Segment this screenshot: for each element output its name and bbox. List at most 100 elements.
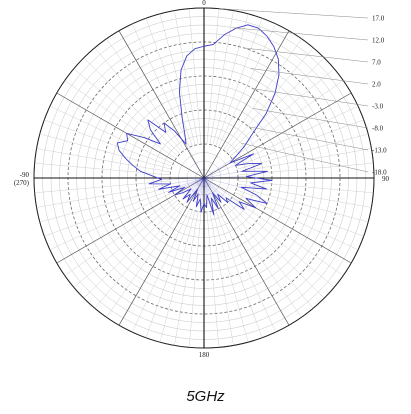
series-spike (190, 177, 205, 195)
series-layer (116, 24, 280, 216)
series-spike (203, 176, 247, 179)
series-spike (203, 162, 230, 179)
grid-spoke-minor (206, 211, 220, 348)
radial-tick-leader (250, 68, 369, 85)
radial-tick-label: 7.0 (372, 59, 381, 67)
grid-spoke-minor (237, 148, 372, 173)
grid-spoke-minor (218, 23, 277, 148)
grid-spoke-minor (223, 38, 302, 151)
grid-spoke-minor (49, 192, 174, 251)
grid-spoke-minor (231, 80, 344, 159)
grid-spoke-minor (174, 10, 199, 145)
series-spike (203, 177, 228, 203)
radial-tick-label: 17.0 (372, 15, 385, 23)
series-spike (203, 156, 236, 179)
grid-spoke-minor (64, 197, 177, 276)
grid-spoke-minor (36, 148, 171, 173)
series-spike (203, 177, 242, 188)
grid-spoke-minor (44, 119, 173, 167)
series-line (116, 24, 280, 216)
grid-spoke-major (56, 92, 205, 179)
grid-spoke-minor (188, 8, 202, 145)
grid-spoke-minor (229, 199, 335, 288)
grid-spoke-minor (234, 105, 359, 164)
series-spike (203, 177, 215, 215)
series-spike (200, 177, 205, 199)
grid-spoke-minor (159, 13, 196, 146)
grid-spoke-minor (73, 199, 179, 288)
series-spike (198, 177, 205, 195)
grid-spoke-minor (229, 68, 335, 157)
grid-spoke-minor (34, 180, 171, 194)
grid-spoke-minor (231, 197, 344, 276)
grid-spoke-minor (131, 23, 190, 148)
grid-spoke-minor (106, 38, 185, 151)
grid-spoke-minor (49, 105, 174, 164)
grid-spoke-minor (145, 209, 193, 338)
grid-spoke-minor (235, 189, 364, 237)
series-spike (203, 165, 236, 179)
grid-spoke-minor (131, 208, 190, 333)
grid-spoke-minor (73, 68, 179, 157)
radial-tick-label: -3.0 (372, 103, 384, 111)
grid-spoke-minor (223, 205, 302, 318)
series-spike (203, 171, 242, 179)
series-spike (185, 144, 205, 179)
grid-spoke-minor (206, 8, 220, 145)
grid-spoke-minor (236, 186, 369, 223)
grid-spoke-minor (94, 47, 183, 153)
series-spike (203, 177, 227, 199)
series-spike (203, 177, 212, 199)
grid-spoke-minor (209, 10, 234, 145)
grid-spoke-minor (234, 192, 359, 251)
radial-tick-leader (233, 27, 369, 41)
grid-spoke-minor (227, 57, 325, 155)
radial-tick-leader (253, 88, 369, 107)
angle-tick-label: 0 (202, 0, 206, 7)
angle-tick-label: 90 (382, 175, 390, 183)
angle-tick-label: -90 (20, 171, 30, 179)
grid-spoke-major (203, 177, 290, 326)
grid-spoke-major (118, 177, 205, 326)
radial-tick-label: 2.0 (372, 81, 381, 89)
grid-spoke-minor (34, 162, 171, 176)
series-spike (200, 177, 205, 212)
grid-spoke-minor (237, 180, 374, 194)
series-spike (203, 177, 208, 195)
series-spike (179, 177, 205, 187)
radial-tick-leader (243, 47, 369, 63)
series-spike (203, 177, 219, 209)
grid-spoke-minor (44, 189, 173, 237)
chart-caption: 5GHz (186, 388, 225, 405)
grid-spoke-minor (235, 119, 364, 167)
radial-tick-leader (252, 108, 369, 129)
grid-spoke-minor (36, 183, 171, 208)
series-spike (174, 177, 205, 196)
grid-spoke-minor (64, 80, 177, 159)
grid-spoke-major (203, 30, 290, 179)
grid-spoke-minor (94, 203, 183, 309)
radial-tick-label: 12.0 (372, 37, 385, 45)
grid-spoke-minor (225, 203, 314, 309)
grid-spoke-minor (39, 133, 172, 170)
grid-spoke-minor (174, 211, 199, 346)
grid-spoke-minor (227, 201, 325, 299)
series-spike (183, 177, 205, 193)
series-spike (203, 177, 213, 193)
angle-tick-label-secondary: (270) (14, 179, 30, 187)
grid-spoke-minor (83, 201, 181, 299)
grid-spoke-minor (218, 208, 277, 333)
grid-spoke-minor (215, 18, 263, 147)
polar-radiation-chart: 0 90 180 -90(270) 17.0 12.0 7.0 2.0 -3.0 -8.0 -13.… (14, 0, 390, 359)
series-spike (182, 177, 205, 200)
grid-spoke-minor (237, 183, 372, 208)
series-spike (161, 177, 205, 180)
grid-spoke-minor (39, 186, 172, 223)
grid-spoke-minor (212, 210, 249, 343)
series-spike (168, 177, 205, 193)
series-spike (203, 177, 218, 195)
radial-tick-leader (241, 142, 369, 173)
grid-spoke-minor (215, 209, 263, 338)
series-spike (203, 177, 240, 202)
series-spike (193, 177, 205, 202)
